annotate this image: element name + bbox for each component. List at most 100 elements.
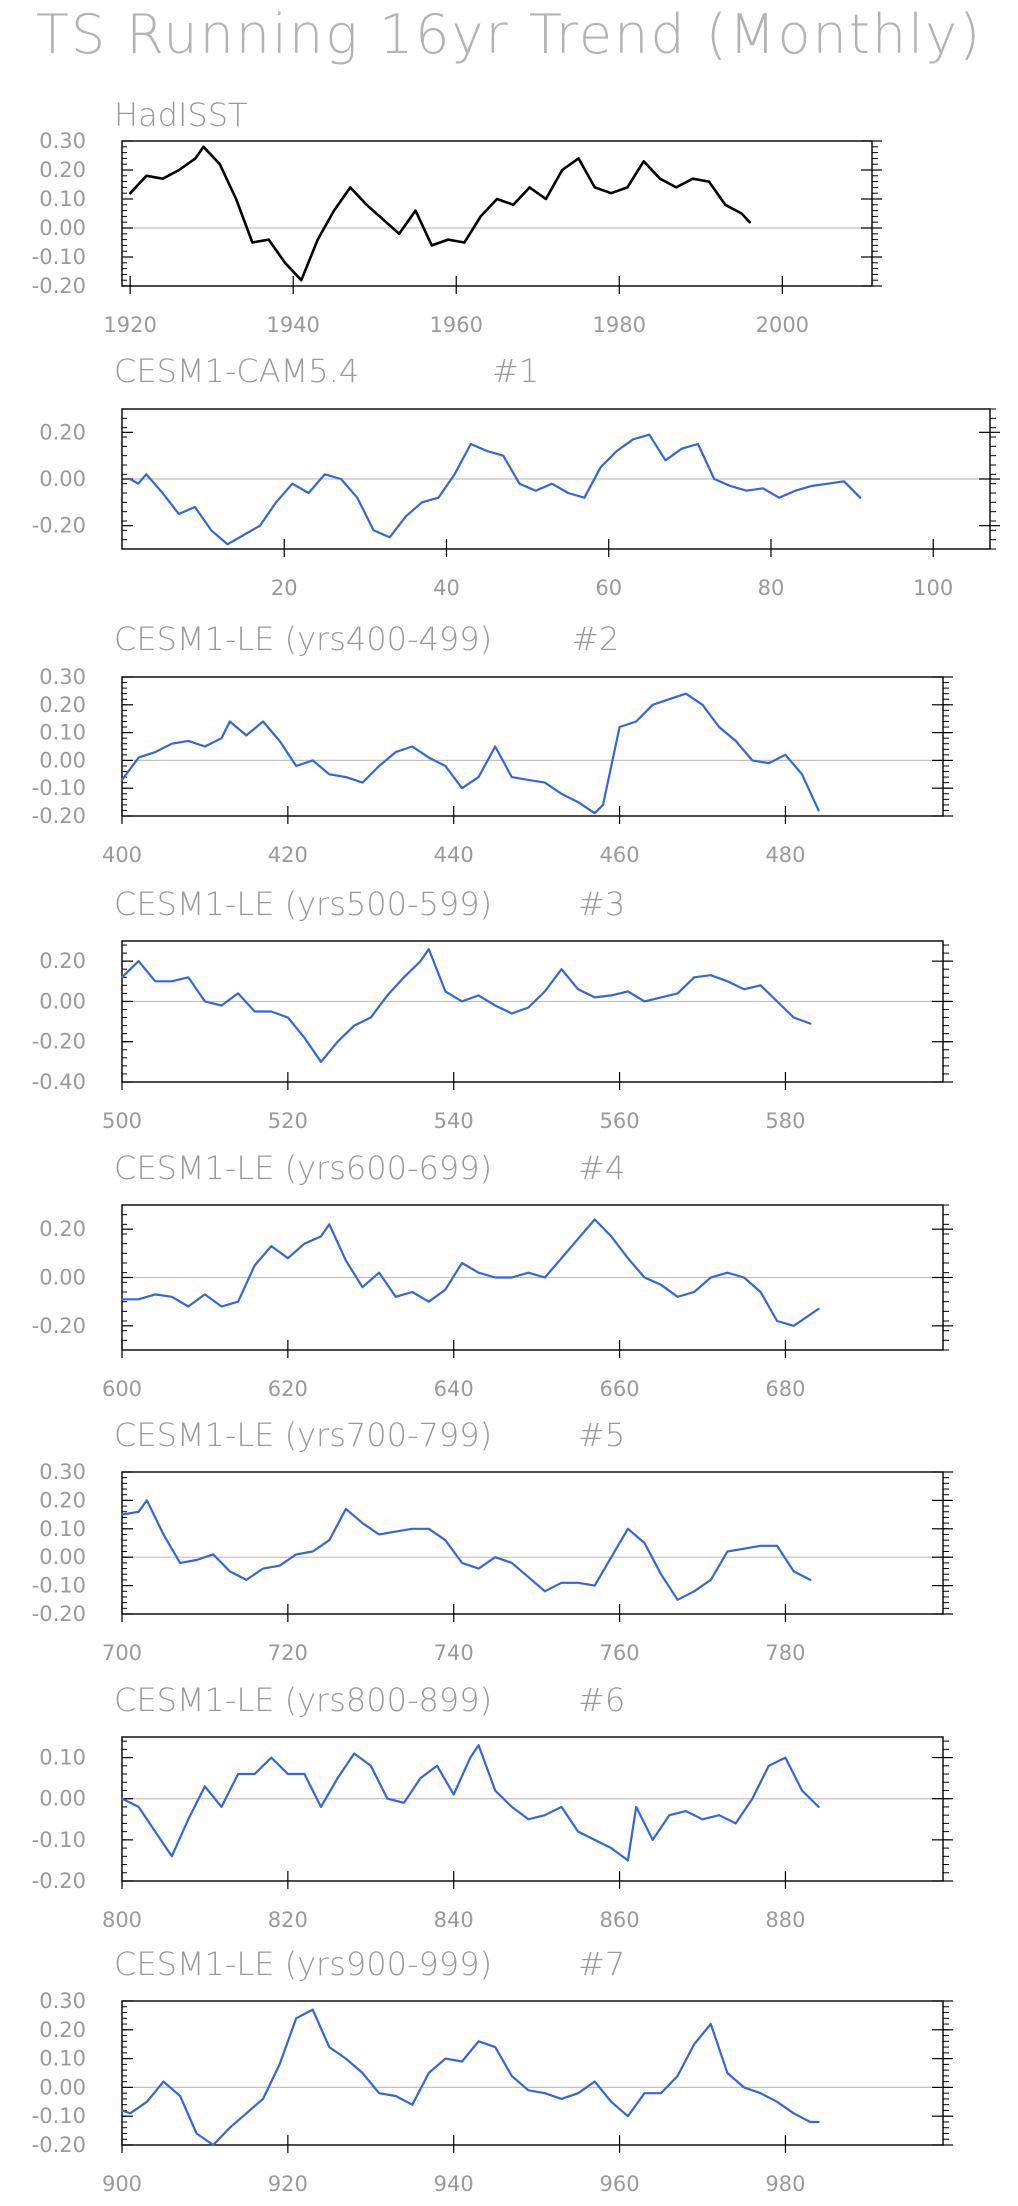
x-tick-label: 940 bbox=[434, 2172, 474, 2196]
x-tick-label: 720 bbox=[268, 1641, 308, 1665]
series-line bbox=[120, 1499, 812, 1601]
x-tick-label: 100 bbox=[913, 576, 953, 600]
panel-title: CESM1-CAM5.4 bbox=[114, 352, 359, 390]
y-tick-label: 0.30 bbox=[39, 1460, 86, 1484]
x-tick-label: 680 bbox=[765, 1377, 805, 1401]
y-tick-label: 0.20 bbox=[39, 158, 86, 182]
y-tick-label: -0.20 bbox=[32, 2133, 86, 2157]
panel-7: CESM1-LE (yrs800-899) #6 -0.20 -0.10 0.00 0.1… bbox=[32, 1681, 953, 1932]
y-tick-label: 0.20 bbox=[39, 693, 86, 717]
series-line bbox=[120, 1218, 820, 1327]
panel-run-label: #2 bbox=[572, 620, 619, 658]
y-tick-label: 0.10 bbox=[39, 1746, 86, 1770]
panel-run-label: #3 bbox=[578, 885, 625, 923]
series-line bbox=[120, 1744, 820, 1862]
y-tick-label: 0.30 bbox=[39, 1989, 86, 2013]
panel-title: CESM1-LE (yrs500-599) bbox=[114, 885, 492, 923]
y-tick-label: 0.00 bbox=[39, 989, 86, 1013]
panel-2: CESM1-CAM5.4 #1 -0.20 0.00 0.20 20 40 60 80 100 bbox=[32, 352, 1000, 600]
page-title: TS Running 16yr Trend (Monthly) bbox=[35, 3, 983, 66]
y-tick-label: 0.20 bbox=[39, 2018, 86, 2042]
y-tick-label: 0.30 bbox=[39, 665, 86, 689]
y-tick-label: -0.10 bbox=[32, 2104, 86, 2128]
panel-1: HadISST -0.20 -0.10 0.00 0.10 0.20 0.30 1920 194… bbox=[32, 96, 882, 337]
panel-8: CESM1-LE (yrs900-999) #7 -0.20 -0.10 0.00 0.1… bbox=[32, 1945, 953, 2196]
x-tick-label: 1940 bbox=[266, 313, 319, 337]
panel-6: CESM1-LE (yrs700-799) #5 -0.20 -0.10 0.00 0.1… bbox=[32, 1416, 953, 1665]
y-tick-label: 0.10 bbox=[39, 1517, 86, 1541]
x-tick-label: 840 bbox=[434, 1908, 474, 1932]
x-tick-label: 780 bbox=[765, 1641, 805, 1665]
y-tick-label: 0.00 bbox=[39, 1545, 86, 1569]
x-tick-label: 80 bbox=[758, 576, 785, 600]
x-tick-label: 560 bbox=[600, 1109, 640, 1133]
y-tick-label: 0.00 bbox=[39, 748, 86, 772]
y-tick-label: -0.20 bbox=[32, 804, 86, 828]
y-tick-label: 0.00 bbox=[39, 2075, 86, 2099]
y-tick-label: 0.10 bbox=[39, 187, 86, 211]
x-tick-label: 700 bbox=[102, 1641, 142, 1665]
x-tick-label: 1960 bbox=[430, 313, 483, 337]
y-tick-label: -0.20 bbox=[32, 1314, 86, 1338]
x-tick-label: 900 bbox=[102, 2172, 142, 2196]
panel-run-label: #4 bbox=[578, 1149, 625, 1187]
y-tick-label: 0.20 bbox=[39, 1488, 86, 1512]
x-tick-label: 40 bbox=[433, 576, 460, 600]
y-tick-label: -0.20 bbox=[32, 1030, 86, 1054]
panel-title: CESM1-LE (yrs900-999) bbox=[114, 1945, 492, 1983]
plot-frame bbox=[121, 940, 944, 1083]
y-tick-label: 0.30 bbox=[39, 129, 86, 153]
series-line bbox=[120, 2008, 820, 2147]
plot-frame bbox=[121, 1736, 944, 1882]
y-tick-label: 0.10 bbox=[39, 2047, 86, 2071]
panel-title: CESM1-LE (yrs800-899) bbox=[114, 1681, 492, 1719]
plot-frame bbox=[121, 140, 873, 287]
y-tick-label: -0.20 bbox=[32, 1869, 86, 1893]
panel-run-label: #1 bbox=[492, 352, 539, 390]
plot-frame bbox=[121, 1471, 944, 1615]
panel-title: HadISST bbox=[114, 96, 248, 134]
x-tick-label: 640 bbox=[434, 1377, 474, 1401]
y-tick-label: 0.00 bbox=[39, 216, 86, 240]
y-tick-label: -0.10 bbox=[32, 1574, 86, 1598]
x-tick-label: 1920 bbox=[103, 313, 156, 337]
x-tick-label: 980 bbox=[765, 2172, 805, 2196]
y-tick-label: -0.40 bbox=[32, 1070, 86, 1094]
y-tick-label: 0.10 bbox=[39, 721, 86, 745]
y-tick-label: 0.00 bbox=[39, 1787, 86, 1811]
y-tick-label: 0.20 bbox=[39, 1217, 86, 1241]
y-tick-label: 0.00 bbox=[39, 1266, 86, 1290]
y-tick-label: -0.10 bbox=[32, 776, 86, 800]
x-tick-label: 440 bbox=[434, 843, 474, 867]
y-tick-label: -0.20 bbox=[32, 514, 86, 538]
x-tick-label: 20 bbox=[271, 576, 298, 600]
plot-frame bbox=[121, 2000, 944, 2146]
y-tick-label: -0.10 bbox=[32, 1828, 86, 1852]
y-tick-label: -0.20 bbox=[32, 1602, 86, 1626]
x-tick-label: 620 bbox=[268, 1377, 308, 1401]
x-tick-label: 960 bbox=[600, 2172, 640, 2196]
x-tick-label: 480 bbox=[765, 843, 805, 867]
x-tick-label: 740 bbox=[434, 1641, 474, 1665]
panel-run-label: #6 bbox=[578, 1681, 625, 1719]
panel-title: CESM1-LE (yrs600-699) bbox=[114, 1149, 492, 1187]
y-tick-label: 0.20 bbox=[39, 949, 86, 973]
panel-4: CESM1-LE (yrs500-599) #3 -0.40 -0.20 0.00 0.2… bbox=[32, 885, 953, 1133]
x-tick-label: 400 bbox=[102, 843, 142, 867]
x-tick-label: 880 bbox=[765, 1908, 805, 1932]
series-line bbox=[128, 145, 752, 282]
x-tick-label: 460 bbox=[600, 843, 640, 867]
x-tick-label: 760 bbox=[600, 1641, 640, 1665]
x-tick-label: 920 bbox=[268, 2172, 308, 2196]
plot-frame bbox=[121, 676, 944, 817]
x-tick-label: 860 bbox=[600, 1908, 640, 1932]
panel-5: CESM1-LE (yrs600-699) #4 -0.20 0.00 0.20 600 6… bbox=[32, 1149, 953, 1401]
panel-title: CESM1-LE (yrs700-799) bbox=[114, 1416, 492, 1454]
x-tick-label: 820 bbox=[268, 1908, 308, 1932]
panel-run-label: #7 bbox=[578, 1945, 625, 1983]
panel-3: CESM1-LE (yrs400-499) #2 -0.20 -0.10 0.00 0.1… bbox=[32, 620, 953, 867]
x-tick-label: 600 bbox=[102, 1377, 142, 1401]
series-line bbox=[120, 947, 812, 1064]
x-tick-label: 500 bbox=[102, 1109, 142, 1133]
